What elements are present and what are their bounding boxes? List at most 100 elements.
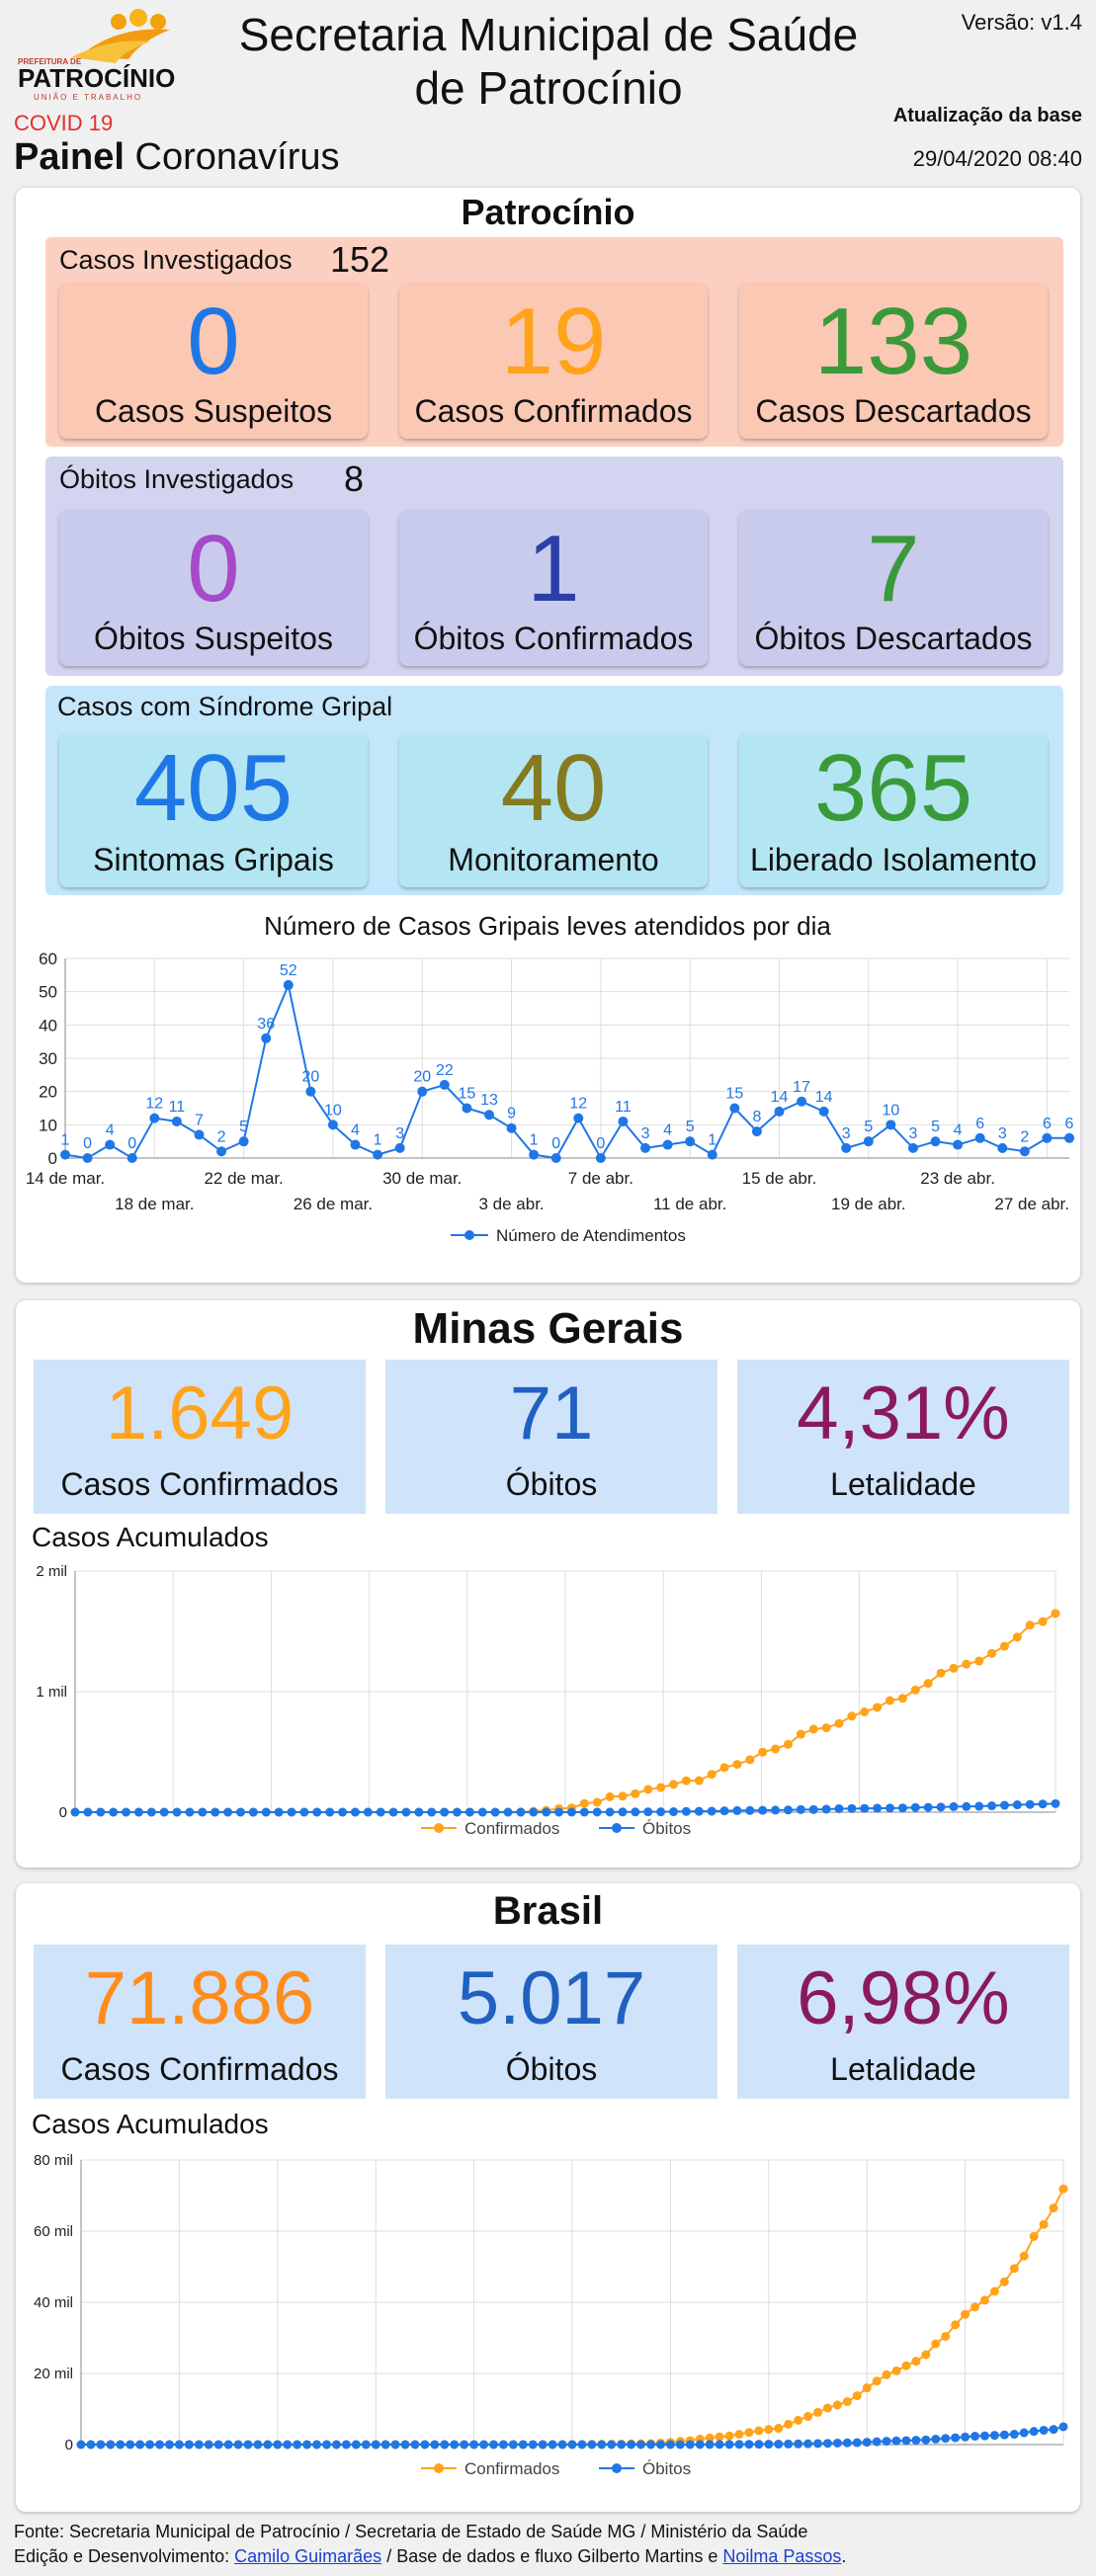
legend-label: Número de Atendimentos <box>496 1226 686 1245</box>
data-point <box>106 2440 116 2450</box>
data-point <box>764 2425 774 2435</box>
data-point <box>882 2437 891 2447</box>
link-noilma[interactable]: Noilma Passos <box>722 2546 842 2566</box>
covid-label: COVID 19 <box>14 111 114 135</box>
data-point <box>784 2439 794 2449</box>
data-point <box>931 2339 941 2349</box>
data-point <box>936 1802 946 1812</box>
data-point <box>863 1136 874 1147</box>
data-point <box>656 1807 666 1817</box>
minas-panel: Minas Gerais 1.649 Casos Confirmados 71 … <box>16 1300 1080 1868</box>
data-point <box>1042 1132 1053 1143</box>
data-point <box>149 1113 160 1123</box>
data-point <box>771 1805 781 1815</box>
data-point <box>936 1668 946 1678</box>
data-point <box>452 1807 462 1817</box>
data-point <box>1012 1800 1022 1810</box>
y-tick-label: 0 <box>48 1149 57 1168</box>
data-point <box>579 1807 589 1817</box>
data-point <box>243 2440 253 2450</box>
data-point <box>327 1120 338 1130</box>
data-point <box>872 2437 882 2447</box>
card-label: Óbitos Descartados <box>754 621 1033 656</box>
minas-cumulative-chart: 0 1 mil 2 mil Confirmados Óbitos <box>36 1563 1060 1838</box>
card-value: 71 <box>509 1371 594 1455</box>
card-value: 405 <box>133 735 294 841</box>
data-point <box>400 2440 410 2450</box>
data-point <box>605 1807 615 1817</box>
data-point <box>951 2433 961 2443</box>
card-label: Letalidade <box>830 2051 976 2087</box>
legend-label: Óbitos <box>642 1819 691 1838</box>
obitos-investigados-label: Óbitos Investigados <box>59 464 295 494</box>
data-point <box>1049 2203 1058 2213</box>
card-label: Casos Confirmados <box>60 2051 339 2087</box>
data-point <box>705 2440 715 2450</box>
data-point <box>126 1153 137 1163</box>
data-point <box>961 2309 970 2319</box>
card-casos-confirmados: 19 Casos Confirmados <box>399 283 708 439</box>
y-tick-label: 40 mil <box>34 2294 73 2311</box>
data-point <box>460 2440 469 2450</box>
data-point <box>361 2440 371 2450</box>
data-point <box>312 1807 322 1817</box>
data-label: 0 <box>127 1135 136 1152</box>
data-point <box>974 1801 984 1811</box>
data-point <box>184 2440 194 2450</box>
y-tick-label: 20 mil <box>34 2366 73 2382</box>
data-point <box>999 2277 1009 2286</box>
data-label: 15 <box>725 1086 743 1103</box>
y-tick-label: 80 mil <box>34 2152 73 2169</box>
series-line <box>64 981 1069 1160</box>
data-point <box>430 2440 440 2450</box>
logo-small-bottom: UNIÃO E TRABALHO <box>34 93 142 102</box>
data-point <box>427 1807 437 1817</box>
patrocinio-panel: Patrocínio Casos Investigados 152 0 Caso… <box>16 188 1080 1283</box>
card-value: 0 <box>187 516 240 622</box>
card-value: 133 <box>813 289 973 394</box>
logo-figures-icon: PREFEITURA DE PATROCÍNIO UNIÃO E TRABALH… <box>18 9 175 102</box>
data-point <box>592 1797 602 1807</box>
data-point <box>164 2440 174 2450</box>
data-point <box>961 2432 970 2442</box>
data-point <box>483 1110 494 1121</box>
data-label: 10 <box>324 1102 342 1119</box>
data-point <box>847 1711 857 1721</box>
data-label: 12 <box>569 1096 587 1113</box>
data-point <box>410 2440 420 2450</box>
minas-chart-title: Casos Acumulados <box>32 1522 269 1552</box>
data-point <box>847 1803 857 1813</box>
data-point <box>1064 1132 1074 1143</box>
data-label: 5 <box>239 1119 248 1135</box>
data-point <box>783 1805 793 1815</box>
data-point <box>394 1142 405 1153</box>
data-point <box>529 1149 540 1160</box>
data-point <box>822 2439 832 2449</box>
data-point <box>897 1803 907 1813</box>
data-point <box>636 2440 646 2450</box>
data-point <box>122 1807 131 1817</box>
card-label: Letalidade <box>830 1466 976 1502</box>
data-point <box>774 1106 785 1117</box>
data-point <box>646 2440 656 2450</box>
x-tick-label: 11 de abr. <box>653 1195 726 1213</box>
data-point <box>146 1807 156 1817</box>
data-point <box>1019 2251 1029 2261</box>
data-point <box>754 2440 764 2450</box>
data-point <box>873 1803 883 1813</box>
data-point <box>813 2407 822 2417</box>
data-point <box>970 2302 980 2312</box>
data-point <box>388 1807 398 1817</box>
data-point <box>885 1120 896 1130</box>
data-point <box>930 1136 941 1147</box>
data-point <box>605 1791 615 1801</box>
data-point <box>235 1807 245 1817</box>
data-label: 5 <box>864 1119 873 1135</box>
link-camilo[interactable]: Camilo Guimarães <box>234 2546 382 2566</box>
data-point <box>351 2440 361 2450</box>
data-point <box>949 1663 959 1673</box>
page-title: Secretaria Municipal de Saúde de Patrocí… <box>227 8 870 115</box>
data-label: 14 <box>771 1089 789 1106</box>
data-point <box>233 2440 243 2450</box>
data-point <box>901 2361 911 2370</box>
